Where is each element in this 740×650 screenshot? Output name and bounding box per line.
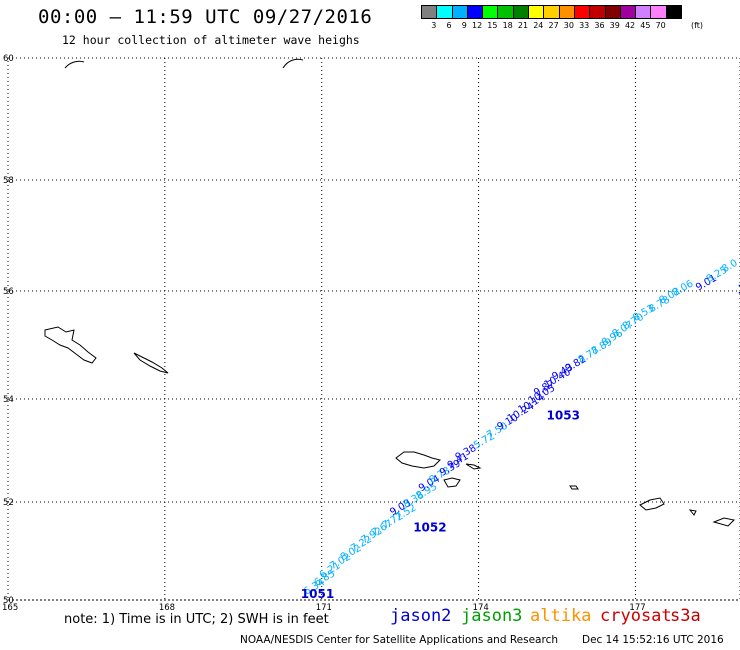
lon-label: 171 [316,603,332,613]
credit-text: NOAA/NESDIS Center for Satellite Applica… [240,634,558,646]
colorbar-label: 18 [502,21,513,30]
colorbar-label: 33 [579,21,590,30]
island-east-4 [712,517,736,527]
lon-label: 168 [159,603,175,613]
pass-label: 1 [737,283,740,297]
lat-label: 56 [3,287,14,297]
island-east-2 [639,497,665,511]
island-central-3 [465,463,482,470]
colorbar-label: 21 [517,21,529,30]
timestamp: Dec 14 15:52:16 UTC 2016 [582,634,724,646]
map-grid [7,57,740,601]
colorbar-label: 27 [548,21,559,30]
lat-label: 52 [3,498,14,508]
colorbar-labels: 3 6 9 12 15 18 21 24 27 30 33 36 39 42 45 70 (ft) [421,21,703,30]
island-central-2 [443,477,461,488]
lat-label: 60 [3,54,14,64]
lat-label: 50 [3,596,14,606]
colorbar-label: 24 [533,21,544,30]
footer-note: note: 1) Time is in UTC; 2) SWH is in fe… [64,612,329,627]
colorbar-unit: (ft) [690,21,704,30]
colorbar-label: 70 [655,21,666,30]
lon-label: 177 [629,603,645,613]
coastline-north-2 [282,58,304,69]
swh-observation: 8.06 [671,278,696,299]
pass-label: 1051 [301,587,334,601]
pass-label: 1053 [547,409,580,423]
coastline-north-1 [64,60,85,69]
lat-label: 58 [3,176,14,186]
island-east-1 [569,485,579,490]
lat-label: 54 [3,395,14,405]
satellite-legend-item: s3a [670,606,701,626]
island-east-3 [688,509,697,516]
island-central-1 [395,451,441,469]
satellite-legend-item: cryosat [600,606,672,626]
coastlines [44,58,736,527]
colorbar-label: 3 [431,21,437,30]
satellite-legend-item: jason2 [390,606,452,626]
lon-label: 174 [473,603,489,613]
map-title: 00:00 – 11:59 UTC 09/27/2016 [38,6,373,28]
colorbar-label: 42 [624,21,636,30]
island-west-1 [44,326,97,364]
colorbar-label: 15 [487,21,498,30]
colorbar-label: 9 [461,21,467,30]
island-west-2 [133,352,169,374]
satellite-legend-item: altika [530,606,592,626]
colorbar-label: 39 [609,21,620,30]
colorbar-label: 30 [563,21,574,30]
colorbar-label: 12 [472,21,483,30]
colorbar-label: 45 [640,21,651,30]
map-subtitle: 12 hour collection of altimeter wave hei… [62,33,360,47]
satellite-legend-item: jason3 [461,606,523,626]
lon-label: 165 [2,603,18,613]
colorbar [421,5,683,19]
swh-observation: 8.0 [720,258,739,275]
colorbar-label: 6 [446,21,452,30]
map-frame [7,57,740,601]
colorbar-swatch [665,5,683,19]
pass-label: 1052 [413,520,446,534]
colorbar-label: 36 [594,21,605,30]
